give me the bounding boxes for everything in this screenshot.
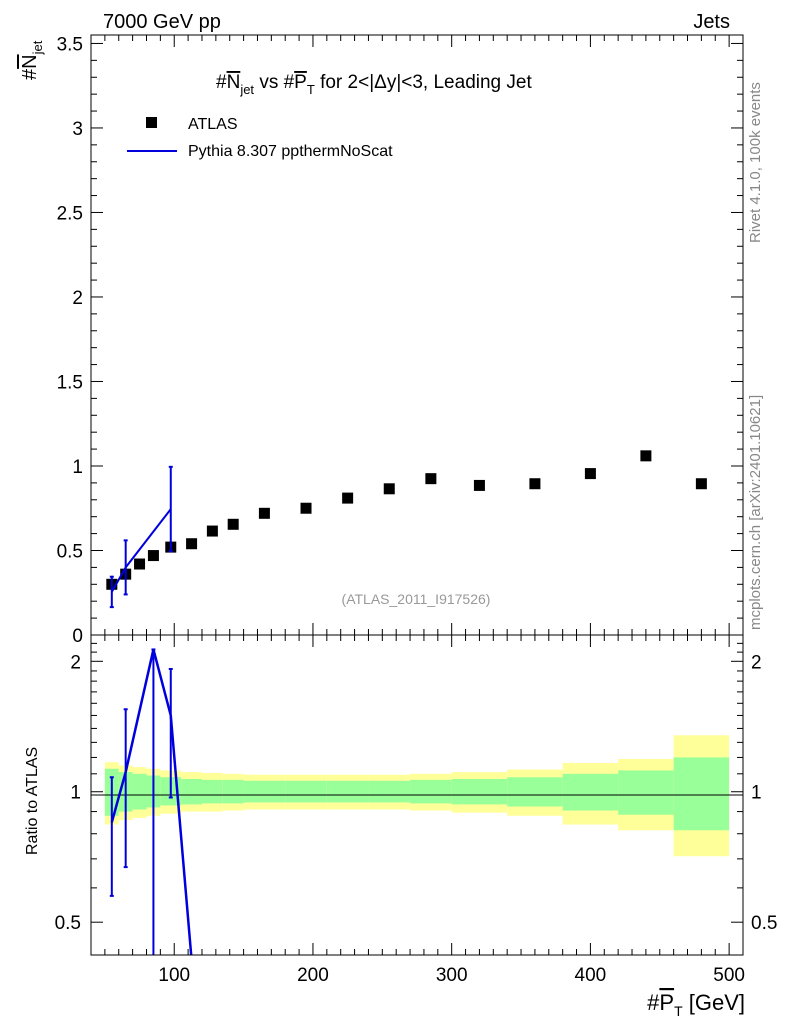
ratio-band-inner <box>243 780 286 803</box>
atlas-point <box>695 478 707 490</box>
title-n: N <box>227 72 241 93</box>
atlas-point <box>529 478 541 490</box>
ratio-frame <box>90 634 744 956</box>
ratio-band-inner <box>507 777 563 807</box>
x-tick-label: 300 <box>436 965 468 986</box>
main-ytick-label: 1.5 <box>57 372 83 393</box>
ratio-ytick-label-right: 0.5 <box>751 913 777 934</box>
main-ticks: 0 0.5 1 1.5 2 2.5 3 3.5 <box>57 34 743 647</box>
main-data <box>106 450 707 609</box>
atlas-point <box>383 483 395 495</box>
ratio-ytick-label-right: 1 <box>751 783 762 804</box>
ratio-ylabel: Ratio to ATLAS <box>24 747 41 855</box>
atlas-point <box>473 479 485 491</box>
legend-marker-atlas <box>146 117 157 128</box>
atlas-point <box>584 468 596 480</box>
atlas-point <box>186 538 198 550</box>
analysis-watermark: (ATLAS_2011_I917526) <box>342 591 491 607</box>
title-vs: vs # <box>254 72 295 93</box>
ratio-band-inner <box>562 773 619 811</box>
xlabel-main: P <box>659 990 674 1015</box>
legend: ATLAS Pythia 8.307 ppthermNoScat <box>127 116 393 160</box>
title-n-sub: jet <box>239 82 254 97</box>
title-hash1: # <box>216 72 227 93</box>
ratio-band-inner <box>410 779 452 804</box>
ratio-bands <box>104 735 730 857</box>
ratio-band-inner <box>368 780 411 803</box>
main-ytick-label: 0 <box>72 626 83 647</box>
atlas-point <box>206 525 218 537</box>
xlabel-sub: T <box>674 1003 683 1019</box>
main-panel: 00.511.522.533.5 #Njet vs #PT for 2<|Δy|… <box>19 34 744 647</box>
title-p-sub: T <box>307 82 315 97</box>
main-ylabel: #Njet <box>19 40 45 80</box>
main-ytick-label: 0.5 <box>57 541 83 562</box>
ratio-panel: 0.5 0.5 1 1 2 2 100 200 300 400 500 Ratio to ATLAS <box>24 634 777 986</box>
legend-label-pythia: Pythia 8.307 ppthermNoScat <box>188 143 393 160</box>
x-tick-label: 500 <box>713 965 745 986</box>
main-ytick-label: 2.5 <box>57 203 83 224</box>
ratio-ytick-label: 0.5 <box>55 913 81 934</box>
legend-label-atlas: ATLAS <box>188 116 238 133</box>
ylabel-hash: # <box>19 68 41 80</box>
ylabel-main: N <box>19 54 41 68</box>
ratio-band-inner <box>285 780 327 803</box>
x-axis-label: #PT [GeV] <box>647 990 745 1019</box>
ratio-band-inner <box>222 779 244 804</box>
title-p: P <box>294 72 307 93</box>
main-ytick-label: 3.5 <box>57 34 83 55</box>
atlas-point <box>147 550 159 562</box>
ratio-band-inner <box>451 779 508 805</box>
main-ytick-label: 2 <box>72 288 83 309</box>
ratio-band-inner <box>201 779 223 804</box>
atlas-point <box>258 507 270 519</box>
ratio-ticks: 0.5 0.5 1 1 2 2 100 200 300 400 500 <box>55 635 777 986</box>
ratio-series <box>109 648 193 955</box>
main-ytick-label: 1 <box>72 457 83 478</box>
ratio-data <box>109 648 193 955</box>
mcplots-label: mcplots.cern.ch [arXiv:2401.10621] <box>747 395 764 630</box>
ratio-band-inner <box>181 779 202 805</box>
header-left: 7000 GeV pp <box>103 11 221 33</box>
ratio-band-inner <box>326 780 369 803</box>
x-tick-label: 400 <box>575 965 607 986</box>
main-title: #Njet vs #PT for 2<|Δy|<3, Leading Jet <box>216 72 532 97</box>
x-tick-label: 200 <box>297 965 329 986</box>
ratio-band-inner <box>673 757 730 831</box>
atlas-point <box>640 450 652 462</box>
ratio-ytick-label-right: 2 <box>751 652 762 673</box>
xlabel-hash: # <box>647 990 660 1015</box>
rivet-label: Rivet 4.1.0, 100k events <box>747 82 764 243</box>
atlas-point <box>425 473 437 485</box>
title-rest: for 2<|Δy|<3, Leading Jet <box>315 72 533 93</box>
ratio-ytick-label: 1 <box>70 783 81 804</box>
ratio-band-inner <box>618 770 674 815</box>
atlas-point <box>300 502 312 514</box>
main-ytick-label: 3 <box>72 119 83 140</box>
atlas-point <box>227 518 239 530</box>
ylabel-sub: jet <box>30 40 45 55</box>
atlas-point <box>342 492 354 504</box>
atlas-point <box>134 558 146 570</box>
header-right: Jets <box>693 11 730 33</box>
x-tick-label: 100 <box>158 965 190 986</box>
xlabel-unit: [GeV] <box>683 990 745 1015</box>
ratio-ytick-label: 2 <box>70 652 81 673</box>
ratio-band-inner <box>132 773 147 810</box>
